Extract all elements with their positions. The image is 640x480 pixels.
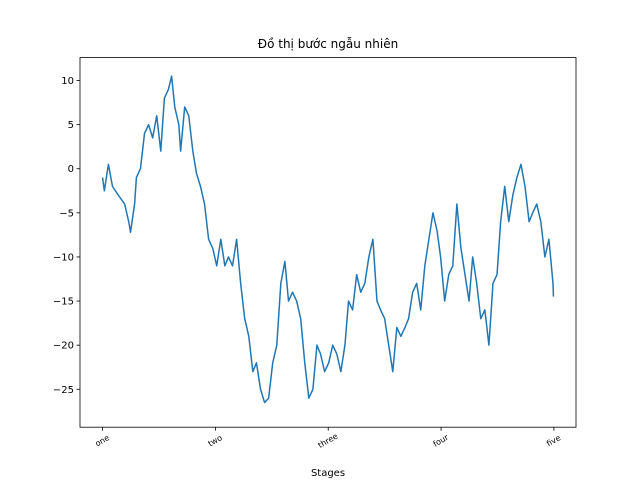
y-tick-label: −25 xyxy=(53,385,74,396)
y-tick-label: 10 xyxy=(61,76,74,87)
x-axis-label: Stages xyxy=(311,468,345,479)
plot-frame xyxy=(79,57,577,428)
y-tick-label: 0 xyxy=(68,164,74,175)
y-tick-label: −10 xyxy=(53,252,74,263)
y-tick-label: 5 xyxy=(68,120,74,131)
y-tick-label: −5 xyxy=(59,208,74,219)
y-tick-label: −20 xyxy=(53,341,74,352)
chart-title: Đồ thị bước ngẫu nhiên xyxy=(258,37,398,51)
data-line xyxy=(101,75,555,404)
y-tick-label: −15 xyxy=(53,297,74,308)
